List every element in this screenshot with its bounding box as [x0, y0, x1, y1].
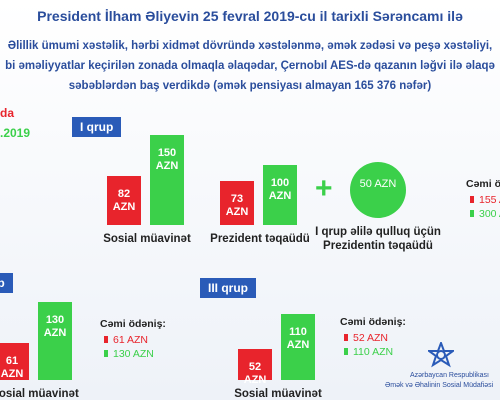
- total-heading: Cəmi ödəniş:: [466, 178, 500, 190]
- group-label: I qrup: [72, 117, 122, 137]
- circle-caption: Prezidentin təqaüdü: [323, 240, 433, 252]
- bar-caption: Sosial müavinət: [103, 233, 191, 245]
- total-item: 130 AZN: [104, 348, 154, 360]
- total-item: 300 AZN: [470, 208, 500, 220]
- group-label: III qrup: [200, 278, 256, 298]
- total-item: 61 AZN: [104, 334, 148, 346]
- circle-caption: I qrup əlilə qulluq üçün: [315, 226, 441, 238]
- bar: 130 AZN: [38, 302, 72, 380]
- circle: [350, 162, 406, 218]
- bar: 110 AZN: [281, 314, 315, 380]
- footer-line: Azərbaycan Respublikası: [410, 372, 489, 379]
- bar: 61 AZN: [0, 343, 29, 380]
- title: President İlham Əliyevin 25 fevral 2019-…: [37, 8, 463, 24]
- bar: 82 AZN: [107, 175, 141, 225]
- logo: [428, 342, 454, 368]
- footer-line: Əmək və Əhalinin Sosial Müdafiəsi: [385, 382, 494, 389]
- total-item: 110 AZN: [344, 346, 393, 358]
- bar: 100 AZN: [263, 165, 297, 225]
- bar-caption: Prezident təqaüdü: [210, 233, 310, 245]
- bar: 52 AZN: [238, 348, 272, 386]
- bar-caption: Sosial müavinət: [0, 388, 79, 400]
- subtitle-line: səbəblərdən baş verdikdə (əmək pensiyası…: [68, 80, 432, 92]
- side-note: da: [0, 106, 15, 120]
- total-heading: Cəmi ödəniş:: [340, 316, 406, 328]
- bar-caption: Sosial müavinət: [234, 388, 322, 400]
- group-label: II qrup: [0, 273, 13, 293]
- total-item: 52 AZN: [344, 332, 388, 344]
- bar: 73 AZN: [220, 181, 254, 225]
- subtitle-line: Əlillik ümumi xəstəlik, hərbi xidmət döv…: [7, 40, 493, 52]
- circle-label: 50 AZN: [359, 178, 397, 190]
- subtitle-line: bi əməliyyatlar keçirilən zonada olmaqla…: [5, 60, 495, 72]
- bar: 150 AZN: [150, 135, 184, 225]
- total-item: 155 AZN: [470, 194, 500, 206]
- side-note: .2019: [0, 126, 31, 140]
- plus-sign: +: [315, 172, 333, 205]
- total-heading: Cəmi ödəniş:: [100, 318, 166, 330]
